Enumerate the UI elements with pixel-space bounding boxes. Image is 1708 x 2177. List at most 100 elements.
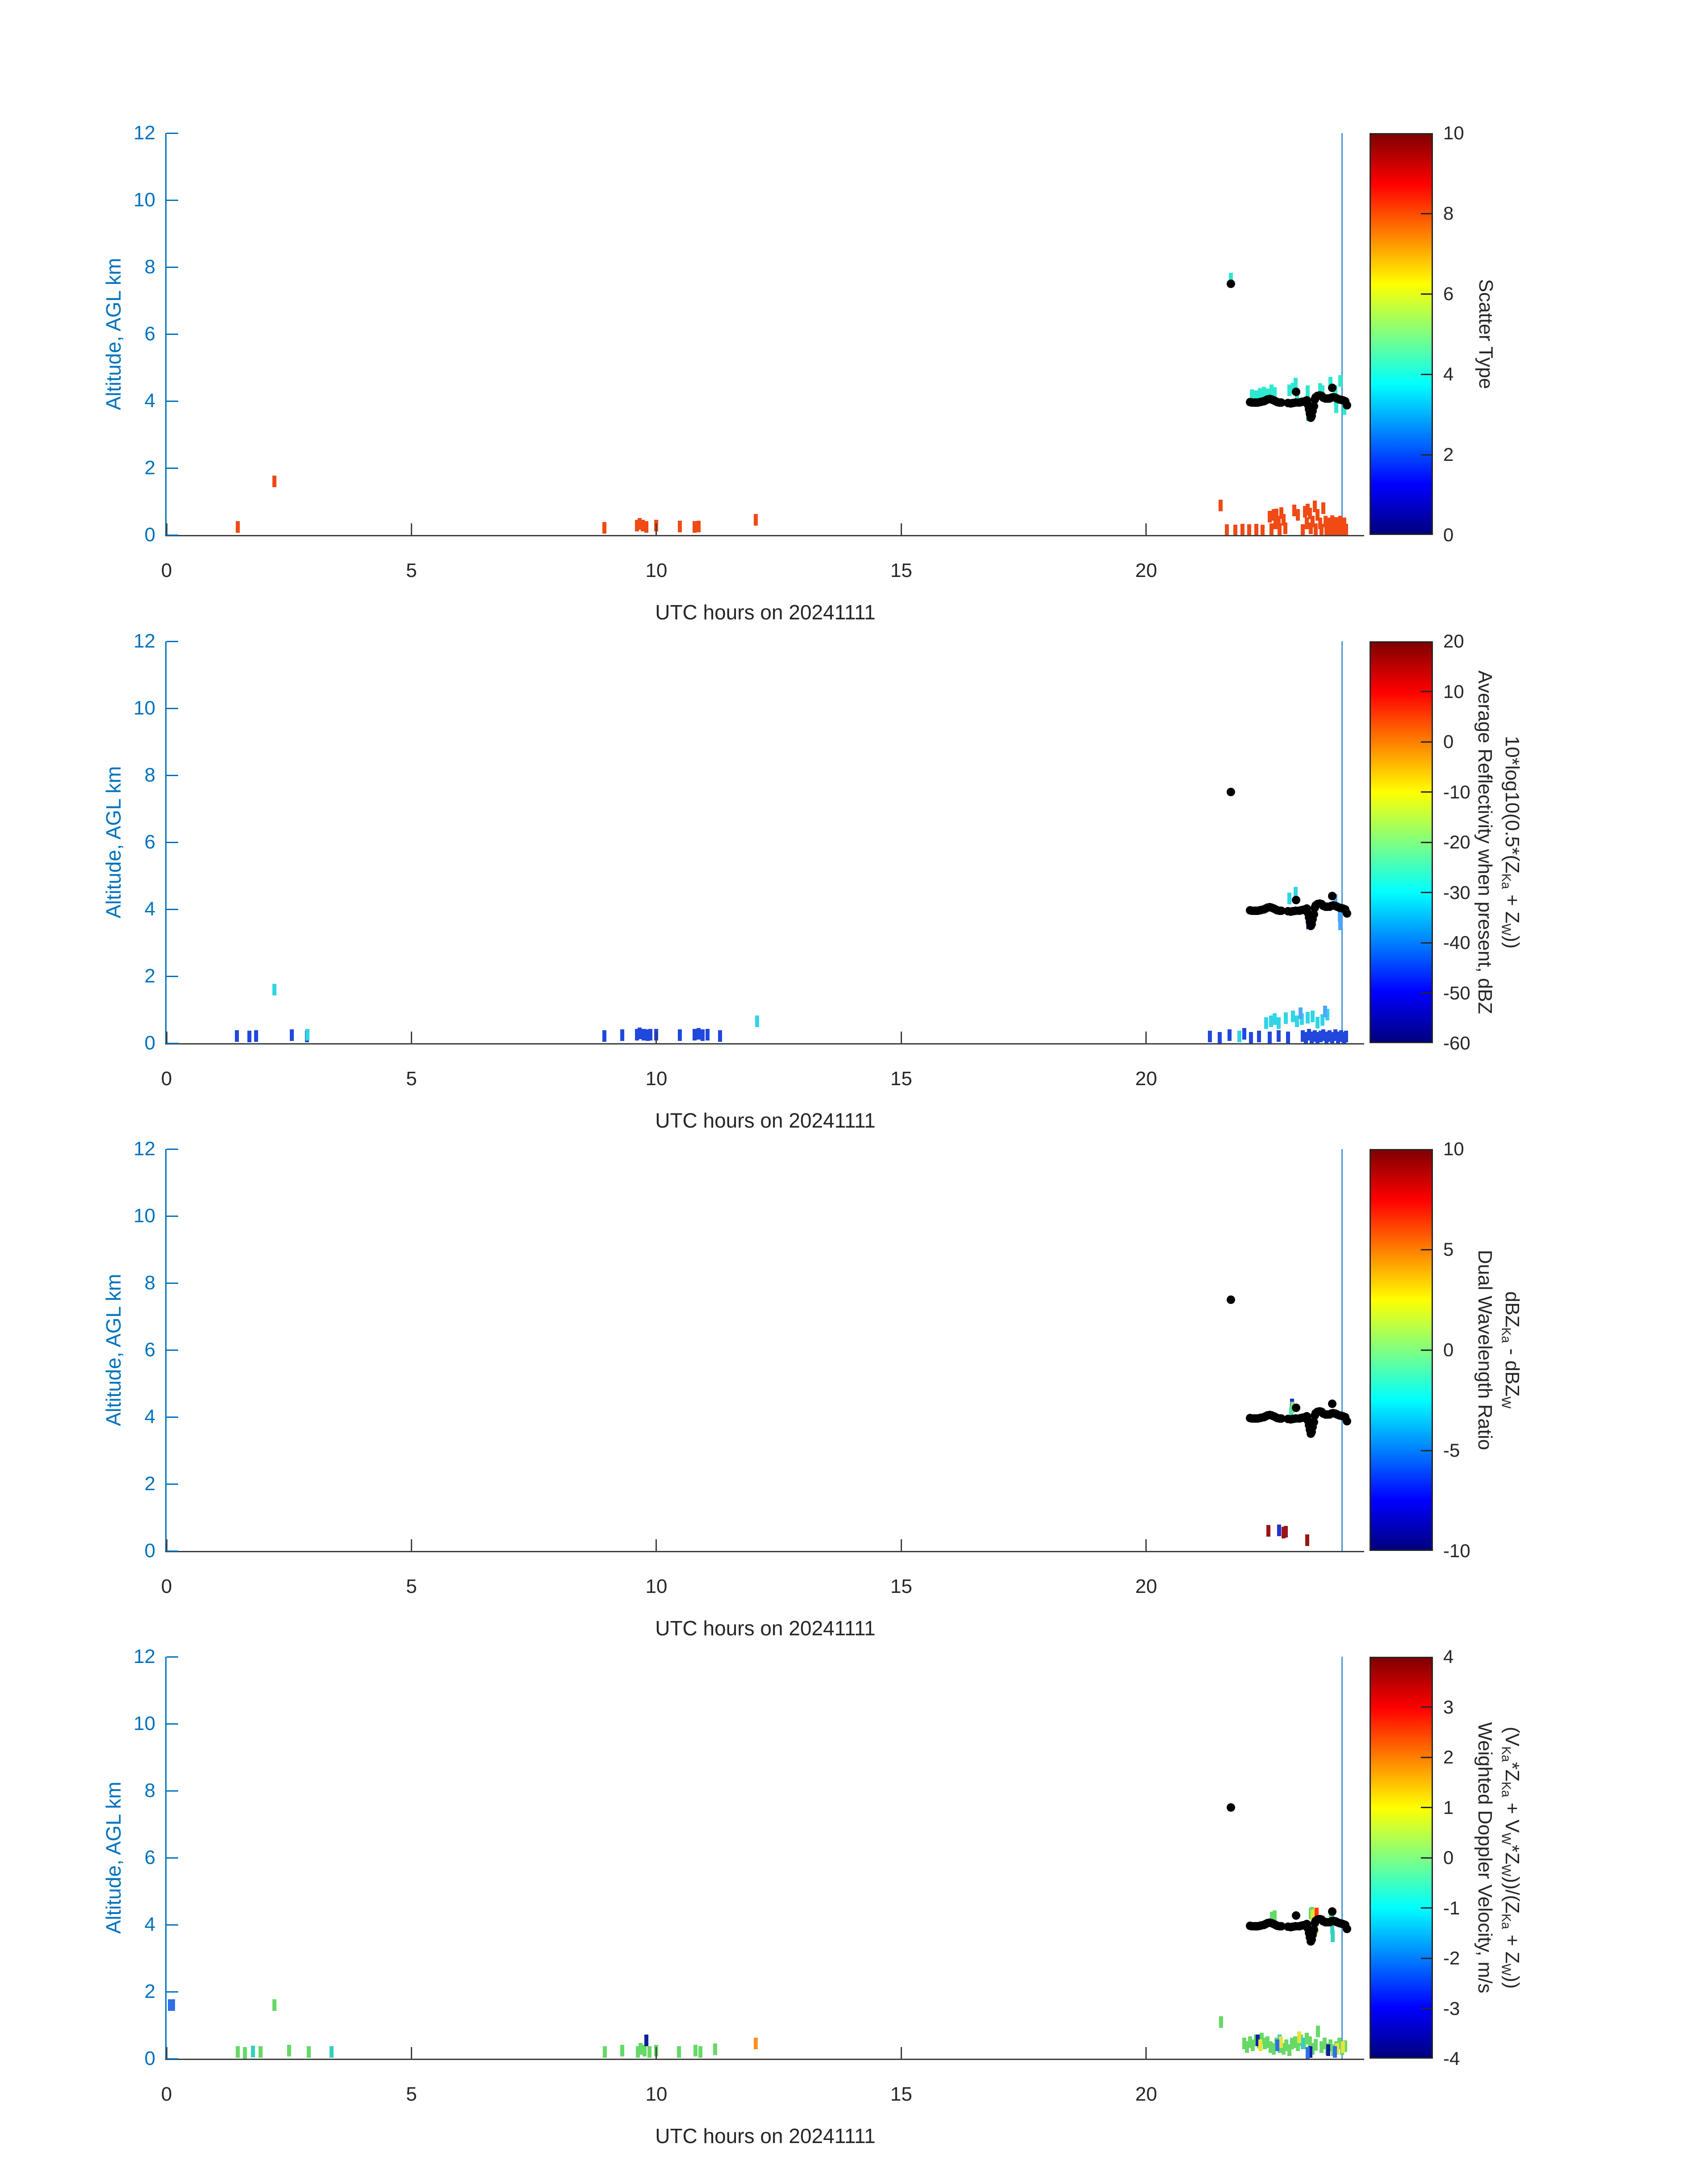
data-mark-green-marks bbox=[713, 2043, 718, 2055]
colorbar-tick-label: -1 bbox=[1443, 1897, 1460, 1918]
x-axis-spine bbox=[165, 2059, 1364, 2060]
data-mark-orange-marks bbox=[1254, 524, 1259, 535]
data-mark-yellow-marks bbox=[1297, 2031, 1301, 2043]
label-subscript: W bbox=[1499, 1964, 1513, 1976]
colorbar-axis-label-text: 10*log10(0.5*(ZKa + ZW)) Average Reflecti… bbox=[1472, 670, 1525, 1014]
y-tick bbox=[167, 467, 178, 469]
y-tick bbox=[167, 975, 178, 977]
data-mark-cyan-marks bbox=[1254, 390, 1258, 402]
x-tick bbox=[166, 2047, 167, 2059]
y-tick bbox=[167, 1790, 178, 1792]
data-mark-cyan-marks bbox=[1250, 389, 1254, 401]
data-mark-orange-marks bbox=[1330, 515, 1335, 527]
label-text: + Z bbox=[1501, 889, 1524, 923]
colorbar-tick bbox=[1421, 992, 1432, 994]
y-tick bbox=[167, 534, 178, 536]
colorbar-tick-label: 1 bbox=[1443, 1797, 1454, 1818]
data-mark-blue-marks bbox=[1217, 1032, 1222, 1043]
plot-area-average-reflectivity bbox=[167, 641, 1364, 1043]
y-tick bbox=[167, 1282, 178, 1284]
data-mark-green-marks bbox=[1219, 2016, 1224, 2028]
colorbar-tick bbox=[1421, 892, 1432, 893]
data-mark-blue-marks bbox=[645, 1029, 650, 1041]
y-tick-label: 10 bbox=[134, 1205, 155, 1227]
data-mark-blue-marks bbox=[254, 1030, 259, 1042]
data-mark-lightblue-marks bbox=[1323, 1005, 1327, 1017]
day-end-line bbox=[1341, 133, 1343, 535]
label-text: (V bbox=[1501, 1726, 1524, 1747]
data-mark-orange-marks bbox=[1334, 517, 1338, 529]
data-mark-blue-marks bbox=[1242, 1028, 1246, 1040]
plot-area-dual-wavelength-ratio bbox=[167, 1149, 1364, 1551]
colorbar-tick bbox=[1421, 1957, 1432, 1959]
x-tick bbox=[410, 1032, 412, 1043]
data-mark-orange-marks bbox=[1326, 517, 1331, 529]
data-mark-orange-marks bbox=[1312, 501, 1317, 513]
y-tick bbox=[167, 1723, 178, 1725]
x-tick bbox=[900, 523, 902, 535]
colorbar-tick bbox=[1421, 1807, 1432, 1808]
x-tick bbox=[166, 1539, 167, 1551]
data-mark-blue-marks bbox=[1257, 1031, 1261, 1042]
data-mark-orange-marks bbox=[1303, 506, 1307, 518]
data-mark-cyan-marks bbox=[1287, 893, 1291, 904]
x-tick-label: 5 bbox=[406, 2083, 417, 2105]
y-tick-label: 2 bbox=[144, 1981, 155, 2002]
data-mark-navy-marks bbox=[644, 2034, 649, 2046]
data-mark-cyan-marks bbox=[1264, 1017, 1269, 1029]
y-tick bbox=[167, 2058, 178, 2060]
y-tick-label: 2 bbox=[144, 1473, 155, 1495]
scatter-track-dot bbox=[1227, 788, 1236, 796]
data-mark-green-marks bbox=[1245, 2041, 1249, 2053]
data-mark-darkred-marks bbox=[1281, 1526, 1286, 1538]
data-mark-blue-marks bbox=[247, 1031, 251, 1042]
y-tick-label: 10 bbox=[134, 1713, 155, 1734]
data-mark-cyan-marks bbox=[1311, 1011, 1315, 1022]
scatter-track-dot bbox=[1343, 401, 1352, 409]
data-mark-blue-marks bbox=[1318, 1031, 1323, 1042]
data-mark-green-marks bbox=[647, 2046, 652, 2058]
data-mark-blue-marks bbox=[648, 1028, 653, 1040]
y-tick-label: 8 bbox=[144, 1272, 155, 1294]
y-tick-label: 0 bbox=[144, 524, 155, 546]
x-tick-label: 20 bbox=[1135, 1575, 1157, 1597]
data-mark-green-marks bbox=[693, 2045, 698, 2056]
data-mark-orange-marks bbox=[1313, 523, 1318, 535]
data-mark-blue-marks bbox=[718, 1030, 722, 1042]
data-mark-yellow-marks bbox=[1341, 2041, 1345, 2053]
colorbar-tick-label: -50 bbox=[1443, 982, 1470, 1003]
data-mark-blue-marks bbox=[1310, 1031, 1314, 1043]
x-tick-label: 20 bbox=[1135, 560, 1157, 581]
data-mark-orange-marks bbox=[1277, 523, 1282, 535]
y-tick bbox=[167, 199, 178, 201]
y-tick bbox=[167, 774, 178, 776]
data-mark-orange-marks bbox=[1344, 524, 1348, 535]
scatter-track-dot bbox=[1343, 909, 1352, 918]
label-subscript: Ka bbox=[1499, 1327, 1513, 1343]
x-axis-label: UTC hours on 20241111 bbox=[655, 1109, 876, 1132]
y-axis-label: Altitude, AGL km bbox=[102, 1274, 125, 1426]
colorbar-tick bbox=[1421, 454, 1432, 455]
y-tick-label: 12 bbox=[134, 1646, 155, 1667]
data-mark-orange-marks bbox=[1261, 524, 1265, 535]
colorbar-tick-label: -20 bbox=[1443, 832, 1470, 852]
data-mark-orange-marks bbox=[1279, 507, 1284, 519]
colorbar-tick bbox=[1421, 1706, 1432, 1708]
data-mark-darkred-marks bbox=[1305, 1534, 1310, 1546]
scatter-track-dot bbox=[1328, 383, 1337, 392]
label-text: + V bbox=[1501, 1797, 1524, 1833]
colorbar-tick-label: -2 bbox=[1443, 1947, 1460, 1968]
x-tick bbox=[1145, 1032, 1147, 1043]
data-mark-blue-marks bbox=[1312, 1030, 1317, 1042]
label-text: + Z bbox=[1501, 1929, 1524, 1964]
scatter-track-dot bbox=[1292, 387, 1301, 396]
y-tick-label: 4 bbox=[144, 390, 155, 412]
data-mark-blue-marks bbox=[1277, 1524, 1281, 1536]
y-tick-label: 0 bbox=[144, 1032, 155, 1054]
y-tick-label: 6 bbox=[144, 831, 155, 853]
y-axis-spine bbox=[165, 133, 167, 536]
data-mark-blue-marks bbox=[1327, 1030, 1332, 1042]
data-mark-cyan-marks bbox=[1272, 387, 1277, 399]
data-mark-orange-marks bbox=[1276, 516, 1281, 527]
x-tick-label: 10 bbox=[645, 1575, 668, 1597]
